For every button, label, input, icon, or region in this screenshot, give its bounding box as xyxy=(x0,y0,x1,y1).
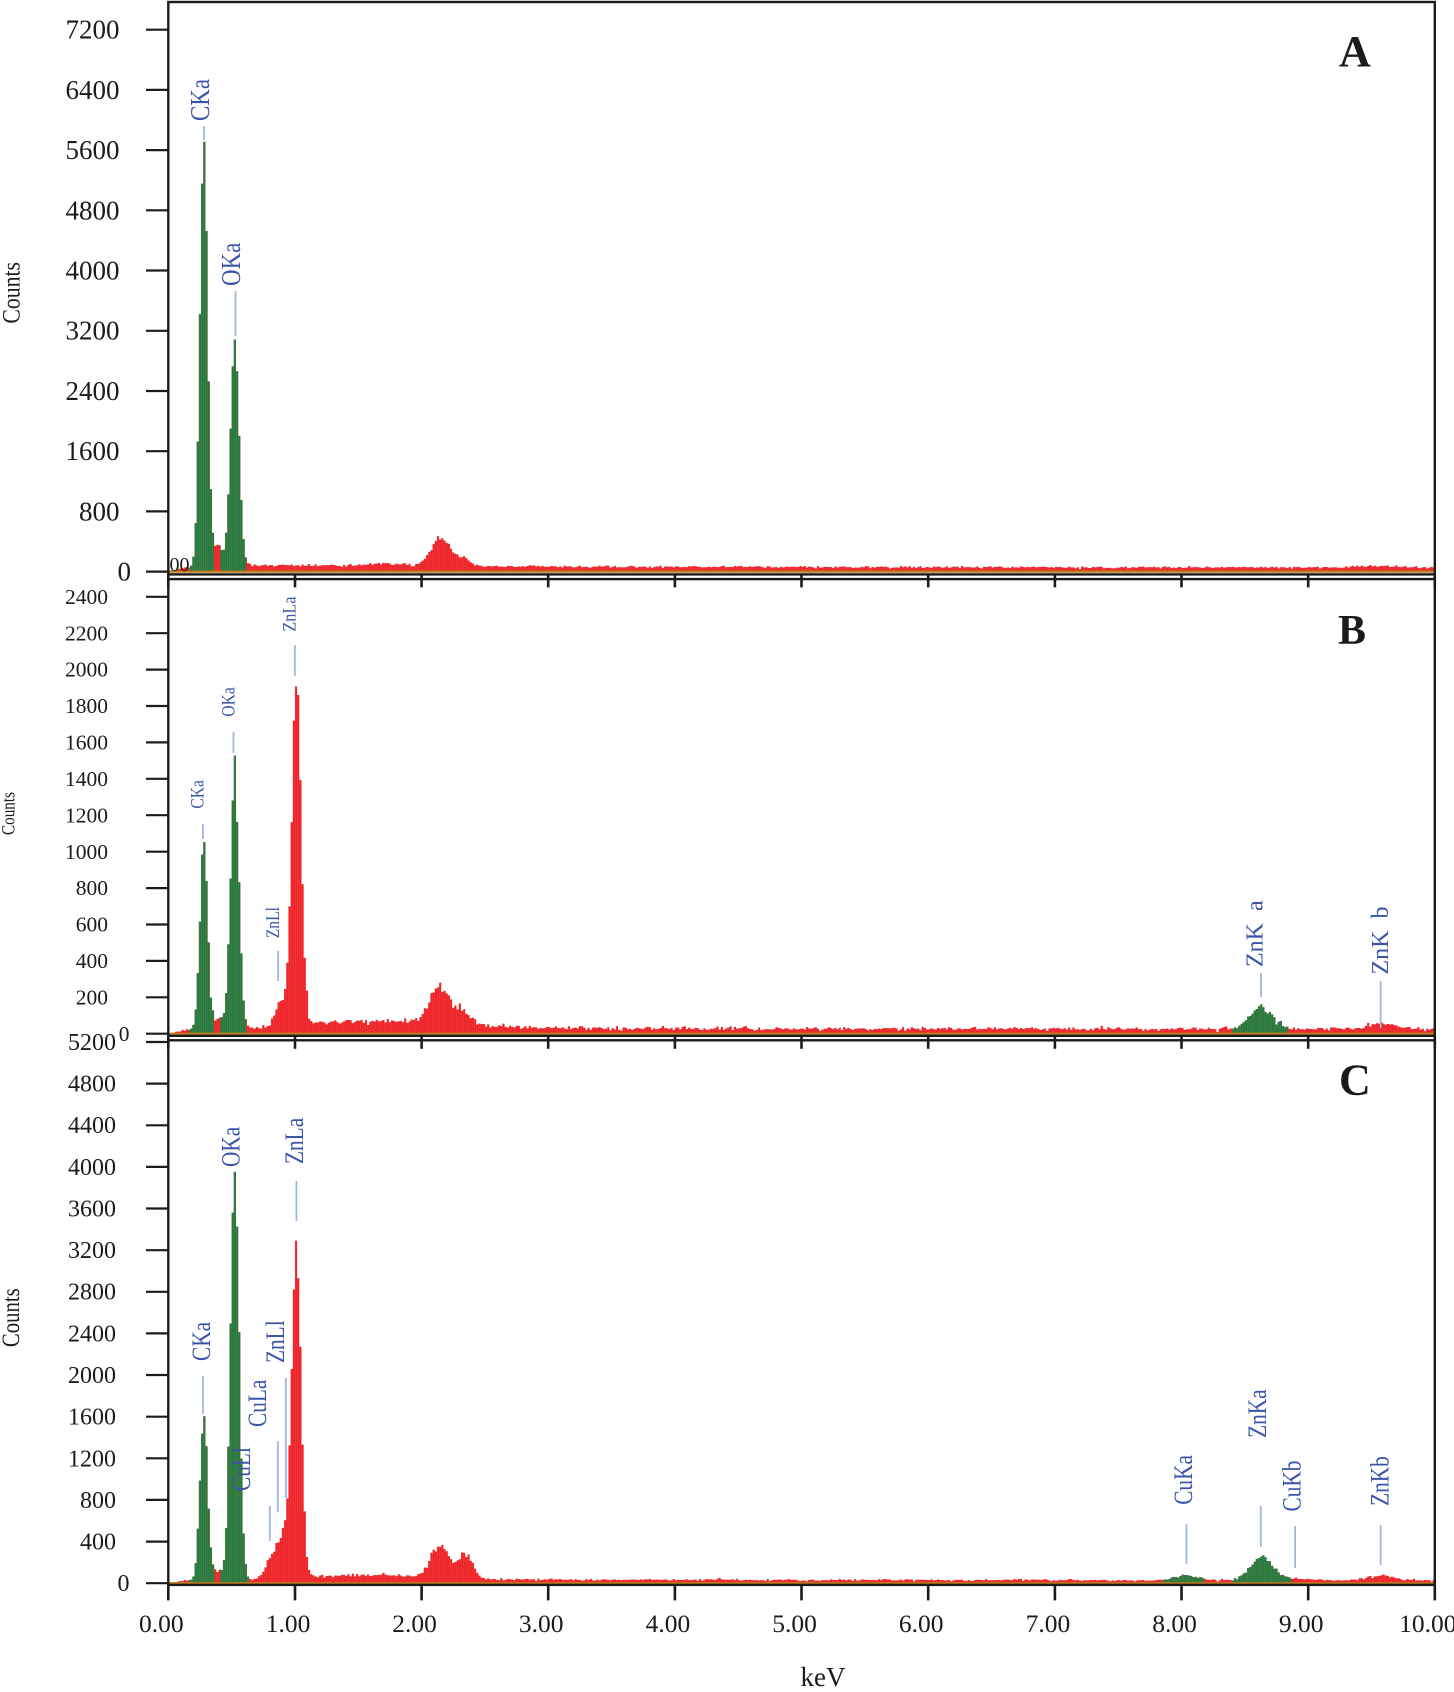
svg-text:CKa: CKa xyxy=(187,780,208,809)
svg-text:3.00: 3.00 xyxy=(519,1609,564,1638)
svg-text:OKa: OKa xyxy=(218,1126,246,1167)
svg-text:600: 600 xyxy=(76,913,108,937)
svg-text:800: 800 xyxy=(79,496,120,526)
svg-text:2800: 2800 xyxy=(68,1280,116,1306)
svg-text:4800: 4800 xyxy=(66,195,120,225)
svg-text:7.00: 7.00 xyxy=(1026,1609,1071,1638)
svg-text:ZnKa: ZnKa xyxy=(1244,1389,1272,1438)
svg-text:CuKb: CuKb xyxy=(1279,1461,1307,1512)
svg-text:0: 0 xyxy=(118,557,132,587)
svg-text:1.00: 1.00 xyxy=(266,1609,311,1638)
svg-text:800: 800 xyxy=(80,1488,116,1514)
svg-text:0: 0 xyxy=(119,1022,130,1046)
svg-text:4800: 4800 xyxy=(68,1072,116,1098)
svg-text:CKa: CKa xyxy=(188,1322,216,1361)
svg-text:4000: 4000 xyxy=(68,1155,116,1181)
svg-text:6400: 6400 xyxy=(66,75,120,105)
svg-text:2400: 2400 xyxy=(68,1321,116,1347)
svg-text:ZnLa: ZnLa xyxy=(281,1117,309,1164)
svg-text:keV: keV xyxy=(801,1662,846,1687)
svg-text:3200: 3200 xyxy=(68,1238,116,1264)
svg-text:CuLa: CuLa xyxy=(244,1379,272,1427)
svg-text:1000: 1000 xyxy=(65,840,108,864)
svg-text:1600: 1600 xyxy=(68,1405,116,1431)
svg-text:CuLl: CuLl xyxy=(228,1447,256,1491)
svg-text:2400: 2400 xyxy=(65,585,108,609)
svg-text:0.00: 0.00 xyxy=(139,1609,184,1638)
svg-text:5600: 5600 xyxy=(66,135,120,165)
svg-text:OKa: OKa xyxy=(217,243,246,286)
svg-text:ZnKb: ZnKb xyxy=(1367,1456,1395,1506)
svg-text:00: 00 xyxy=(170,554,190,576)
svg-text:Counts: Counts xyxy=(0,1288,24,1347)
svg-text:1800: 1800 xyxy=(65,694,108,718)
svg-text:10.00: 10.00 xyxy=(1399,1609,1454,1638)
svg-text:4.00: 4.00 xyxy=(646,1609,691,1638)
svg-text:800: 800 xyxy=(76,876,108,900)
svg-text:ZnLl: ZnLl xyxy=(263,907,284,938)
svg-text:CuKa: CuKa xyxy=(1170,1455,1198,1505)
svg-text:4000: 4000 xyxy=(66,256,120,286)
svg-text:0: 0 xyxy=(118,1571,130,1597)
svg-text:4400: 4400 xyxy=(68,1113,116,1139)
svg-text:Counts: Counts xyxy=(0,792,19,835)
svg-text:ZnK a: ZnK a xyxy=(1242,900,1268,967)
svg-text:ZnK b: ZnK b xyxy=(1368,907,1394,975)
svg-text:5.00: 5.00 xyxy=(772,1609,817,1638)
svg-text:1600: 1600 xyxy=(66,436,120,466)
svg-text:3200: 3200 xyxy=(66,316,120,346)
svg-text:2.00: 2.00 xyxy=(392,1609,437,1638)
svg-text:5200: 5200 xyxy=(68,1030,116,1056)
svg-text:2000: 2000 xyxy=(65,658,108,682)
svg-text:OKa: OKa xyxy=(218,687,239,717)
svg-text:C: C xyxy=(1339,1056,1371,1105)
svg-text:B: B xyxy=(1338,608,1366,654)
svg-text:1400: 1400 xyxy=(65,767,108,791)
svg-text:1200: 1200 xyxy=(68,1446,116,1472)
svg-text:2400: 2400 xyxy=(66,376,120,406)
svg-text:7200: 7200 xyxy=(66,15,120,45)
svg-text:8.00: 8.00 xyxy=(1152,1609,1197,1638)
svg-text:A: A xyxy=(1339,27,1371,76)
svg-text:ZnLl: ZnLl xyxy=(262,1320,290,1363)
svg-text:1200: 1200 xyxy=(65,803,108,827)
svg-text:1600: 1600 xyxy=(65,731,108,755)
svg-text:6.00: 6.00 xyxy=(899,1609,944,1638)
svg-text:Counts: Counts xyxy=(0,262,26,324)
svg-text:2200: 2200 xyxy=(65,621,108,645)
svg-text:9.00: 9.00 xyxy=(1279,1609,1324,1638)
svg-text:400: 400 xyxy=(80,1530,116,1556)
svg-text:CKa: CKa xyxy=(186,79,215,121)
svg-text:400: 400 xyxy=(76,949,108,973)
svg-text:200: 200 xyxy=(76,985,108,1009)
svg-text:ZnLa: ZnLa xyxy=(278,596,300,631)
svg-text:2000: 2000 xyxy=(68,1363,116,1389)
svg-text:3600: 3600 xyxy=(68,1197,116,1223)
